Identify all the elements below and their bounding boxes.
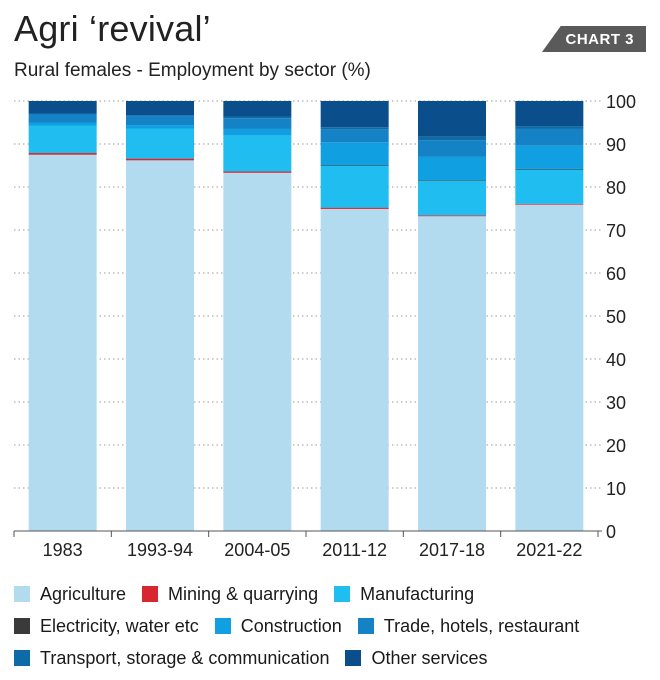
y-tick-label: 30 [606,393,626,413]
bar-segment [320,142,389,166]
bar-segment [28,153,97,155]
y-tick-label: 70 [606,221,626,241]
legend-item: Construction [214,615,342,637]
bar-segment [320,207,389,209]
bar-segment [223,116,292,119]
chart-subtitle: Rural females - Employment by sector (%) [14,60,371,81]
bar-segment [418,136,486,141]
bar-segment [223,118,292,129]
legend-label: Agriculture [40,583,127,604]
legend-row: Electricity, water etc Construction Trade,… [14,610,654,642]
bar-segment [28,125,97,154]
y-tick-label: 20 [606,436,626,456]
x-tick-label: 1993-94 [127,540,193,560]
legend-swatch [14,650,30,666]
bar-segment [418,180,486,216]
x-tick-label: 2021-22 [516,540,582,560]
legend-item: Trade, hotels, restaurant [357,615,580,637]
bar-segment [28,154,97,531]
legend-label: Transport, storage & communication [40,647,330,668]
legend-swatch [334,586,351,602]
bar-segment [223,135,292,172]
bar-segment [320,127,389,130]
legend-item: Electricity, water etc [14,616,199,637]
legend-item: Transport, storage & communication [14,648,329,669]
legend-item: Mining & quarrying [142,584,318,605]
chart-number-label: CHART 3 [565,31,634,48]
bar-segment [126,116,194,126]
bar-segment [515,145,584,169]
bar-segment [515,203,584,205]
legend-swatch [214,618,231,634]
bar-segment [320,129,389,143]
legend-swatch [345,650,362,666]
bar-segment [28,101,97,114]
x-tick-label: 2004-05 [224,540,290,560]
bar-segment [223,171,292,173]
y-tick-label: 10 [606,479,626,499]
x-tick-label: 2011-12 [322,540,387,560]
legend-label: Manufacturing [360,583,475,604]
x-tick-label: 2017-18 [419,540,485,560]
bar-segment [320,208,389,531]
chart-title: Agri ‘revival’ [14,8,211,49]
legend-label: Construction [240,615,342,636]
y-tick-label: 50 [606,307,626,327]
legend-label: Mining & quarrying [168,583,319,604]
bar-segment [418,216,486,532]
bar-segment [126,128,194,159]
bar-segment [126,125,194,129]
bar-segment [126,101,194,116]
legend-item: Other services [345,647,488,669]
bar-segment [515,168,584,170]
legend-label: Other services [371,647,488,668]
legend-swatch [14,618,30,634]
bar-segment [126,158,194,161]
bar-segment [418,156,486,181]
bar-segment [515,169,584,204]
bar-segment [418,215,486,217]
bar-segment [418,101,486,137]
legend-row: Agriculture Mining & quarrying Manufacturi… [14,578,654,610]
y-tick-label: 90 [606,135,626,155]
bar-segment [223,128,292,136]
chart-legend: Agriculture Mining & quarrying Manufacturi… [14,578,654,674]
bar-segment [515,128,584,146]
x-tick-label: 1983 [43,540,83,560]
bar-segment [223,172,292,531]
bar-segment [515,101,584,127]
bar-segment [320,101,389,128]
y-tick-label: 0 [606,522,616,542]
legend-swatch [14,586,30,602]
y-tick-label: 60 [606,264,626,284]
legend-swatch [142,586,159,602]
bar-segment [28,122,97,126]
bar-segment [320,165,389,166]
legend-label: Electricity, water etc [40,615,199,636]
bar-segment [126,115,194,117]
legend-row: Transport, storage & communication Other … [14,642,654,674]
bar-segment [515,126,584,129]
stacked-bar-chart: 0 10 20 30 40 50 60 70 80 90 100 1983 1993-94 2004-05… [13,92,636,560]
bar-segment [515,204,584,531]
bar-segment [126,160,194,531]
bar-segment [418,140,486,157]
chart-number-badge: CHART 3 [542,26,646,52]
legend-item: Manufacturing [334,584,474,605]
y-tick-label: 40 [606,350,626,370]
legend-label: Trade, hotels, restaurant [383,615,580,636]
bar-segment [28,113,97,123]
bar-segment [418,180,486,181]
bar-segment [28,113,97,115]
bar-segment [320,165,389,208]
legend-item: Agriculture [14,584,126,605]
y-tick-label: 100 [606,92,636,112]
legend-swatch [357,618,374,634]
bar-segment [223,101,292,117]
y-tick-label: 80 [606,178,626,198]
